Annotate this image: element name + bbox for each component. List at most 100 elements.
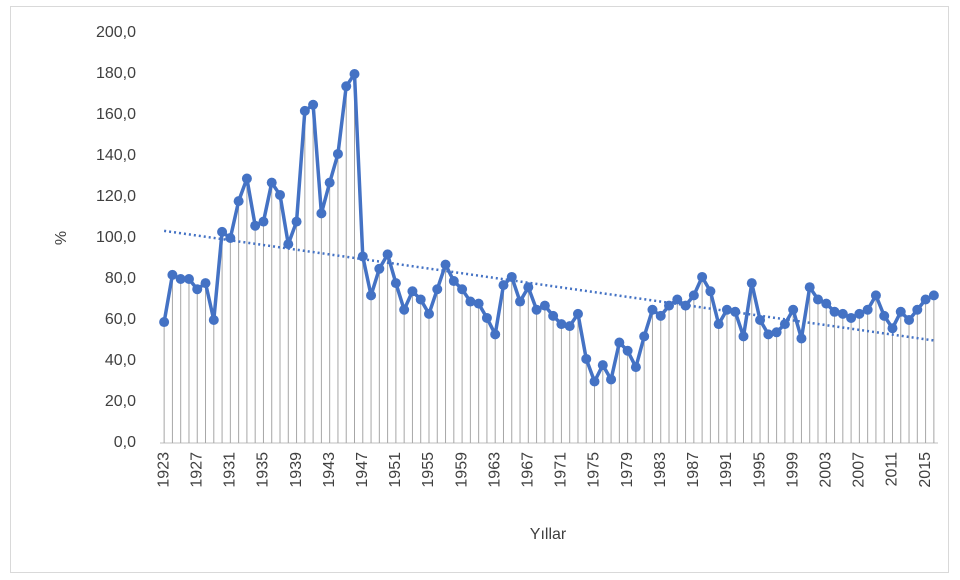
data-point: [217, 226, 228, 237]
data-point: [382, 249, 393, 260]
x-tick-label: 1923: [155, 452, 172, 488]
data-point: [730, 306, 741, 317]
data-point: [854, 308, 865, 319]
data-point: [266, 177, 277, 188]
data-point: [366, 290, 377, 301]
data-point: [920, 294, 931, 305]
data-point: [697, 271, 708, 282]
data-point: [912, 304, 923, 315]
data-point: [481, 312, 492, 323]
data-point: [539, 300, 550, 311]
data-point: [324, 177, 335, 188]
data-point: [606, 374, 617, 385]
y-tick-label: 180,0: [96, 65, 136, 82]
data-point: [457, 284, 468, 295]
y-tick-label: 0,0: [114, 434, 136, 451]
data-point: [664, 300, 675, 311]
x-tick-label: 1967: [520, 452, 537, 488]
x-tick-label: 1955: [420, 452, 437, 488]
x-tick-label: 1963: [486, 452, 503, 488]
y-tick-label: 160,0: [96, 106, 136, 123]
x-tick-label: 1947: [354, 452, 371, 488]
data-point: [407, 286, 418, 297]
y-tick-label: 140,0: [96, 147, 136, 164]
x-tick-label: 2007: [851, 452, 868, 488]
data-point: [357, 251, 368, 262]
data-point: [862, 304, 873, 315]
data-point: [432, 284, 443, 295]
data-point: [589, 376, 600, 387]
data-point: [506, 271, 517, 282]
data-point: [283, 239, 294, 250]
data-point: [250, 220, 261, 231]
data-point: [192, 284, 203, 295]
y-tick-label: 120,0: [96, 188, 136, 205]
data-point: [258, 216, 269, 227]
x-tick-label: 1959: [453, 452, 470, 488]
x-tick-label: 2003: [817, 452, 834, 488]
data-point: [291, 216, 302, 227]
data-point: [208, 315, 219, 325]
data-point: [771, 327, 782, 338]
data-point: [523, 282, 534, 293]
y-tick-label: 200,0: [96, 24, 136, 41]
data-point: [804, 282, 815, 293]
data-point: [755, 315, 766, 325]
data-point: [556, 319, 567, 330]
x-tick-label: 1983: [652, 452, 669, 488]
x-tick-label: 1995: [751, 452, 768, 488]
data-point: [655, 310, 666, 321]
data-point: [879, 310, 890, 321]
y-axis-title: %: [53, 231, 70, 245]
data-point: [597, 360, 608, 371]
data-point: [738, 331, 749, 342]
data-point: [904, 315, 915, 325]
data-point: [390, 278, 401, 289]
data-point: [498, 280, 509, 291]
data-point: [275, 189, 286, 200]
data-point: [821, 298, 832, 309]
x-tick-label: 1943: [321, 452, 338, 488]
data-point: [564, 321, 575, 332]
data-point: [829, 306, 840, 317]
data-point: [241, 173, 252, 184]
data-point: [299, 105, 310, 116]
data-point: [870, 290, 881, 301]
x-axis-title: Yıllar: [530, 526, 567, 543]
x-tick-label: 1951: [387, 452, 404, 488]
x-tick-label: 2015: [917, 452, 934, 488]
data-line: [162, 72, 935, 384]
data-point: [415, 294, 426, 305]
data-point: [895, 306, 906, 317]
data-point: [572, 308, 583, 319]
data-point: [308, 99, 319, 110]
data-point: [796, 333, 807, 344]
data-point: [713, 319, 724, 330]
x-tick-label: 1939: [288, 452, 305, 488]
data-point: [746, 278, 757, 289]
data-point: [548, 310, 559, 321]
data-point: [316, 208, 327, 219]
data-point: [812, 294, 823, 305]
data-point: [672, 294, 683, 305]
x-tick-label: 1991: [718, 452, 735, 488]
x-tick-label: 1971: [553, 452, 570, 488]
y-tick-label: 20,0: [105, 393, 136, 410]
data-point: [200, 278, 211, 289]
y-tick-label: 60,0: [105, 311, 136, 328]
data-point: [887, 323, 898, 334]
data-point: [581, 353, 592, 364]
x-tick-label: 1999: [784, 452, 801, 488]
data-point: [374, 263, 385, 274]
data-point: [928, 290, 939, 301]
data-point: [837, 308, 848, 319]
data-point: [763, 329, 774, 340]
data-point: [622, 345, 633, 356]
data-point: [183, 274, 194, 284]
x-tick-label: 1927: [188, 452, 205, 488]
data-point: [515, 296, 526, 307]
data-point: [531, 304, 542, 315]
data-point: [332, 148, 343, 159]
data-point: [399, 304, 410, 315]
data-point: [490, 329, 501, 340]
